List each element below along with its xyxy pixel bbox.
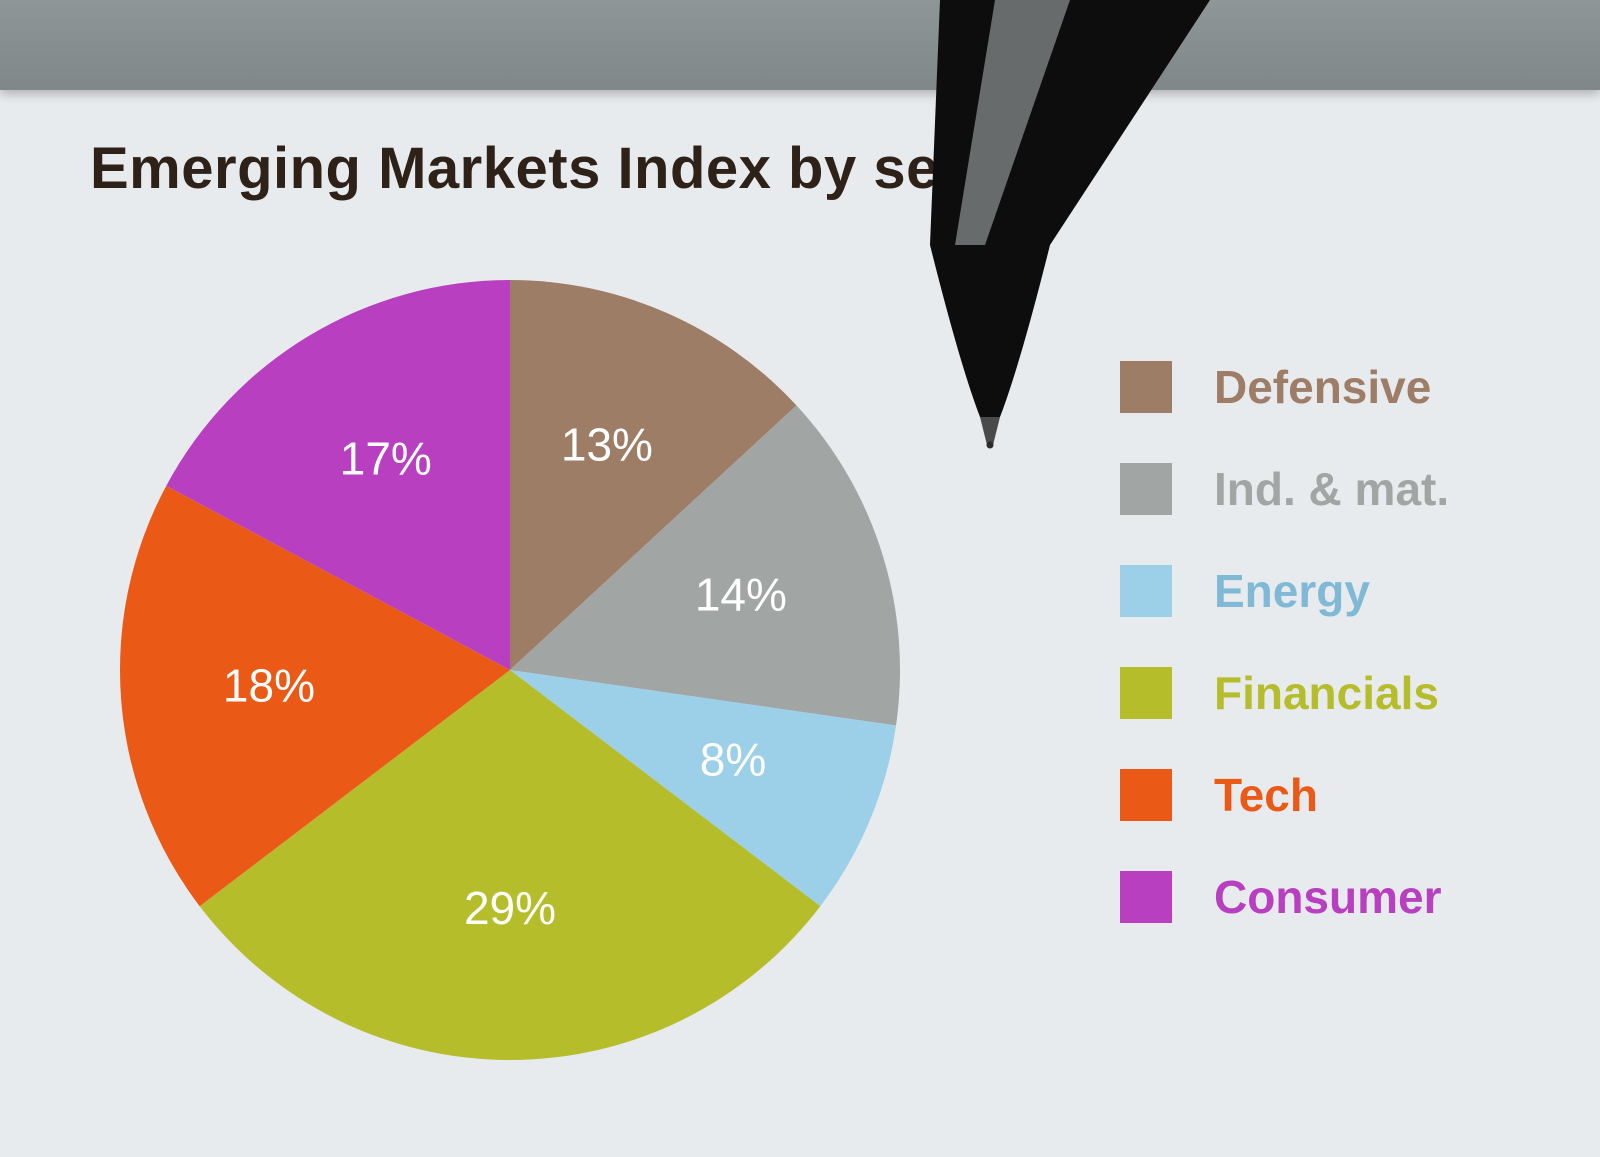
legend-item-consumer: Consumer bbox=[1120, 870, 1540, 924]
top-edge-bar bbox=[0, 0, 1600, 90]
legend-item-ind_mat: Ind. & mat. bbox=[1120, 462, 1540, 516]
legend-item-defensive: Defensive bbox=[1120, 360, 1540, 414]
legend-label-energy: Energy bbox=[1214, 564, 1370, 618]
legend-swatch-tech bbox=[1120, 769, 1172, 821]
legend-label-tech: Tech bbox=[1214, 768, 1318, 822]
legend-label-ind_mat: Ind. & mat. bbox=[1214, 462, 1449, 516]
pie-slice-label-financials: 29% bbox=[464, 882, 556, 934]
legend-swatch-consumer bbox=[1120, 871, 1172, 923]
legend-swatch-financials bbox=[1120, 667, 1172, 719]
pie-slice-label-defensive: 13% bbox=[561, 419, 653, 471]
legend-item-financials: Financials bbox=[1120, 666, 1540, 720]
page-root: Emerging Markets Index by sector 13% 14% 8… bbox=[0, 0, 1600, 1157]
legend-label-defensive: Defensive bbox=[1214, 360, 1431, 414]
pen-ball-icon bbox=[987, 442, 994, 449]
legend-label-consumer: Consumer bbox=[1214, 870, 1441, 924]
pie-slice-label-consumer: 17% bbox=[340, 433, 432, 485]
legend-item-tech: Tech bbox=[1120, 768, 1540, 822]
legend-swatch-ind_mat bbox=[1120, 463, 1172, 515]
legend-swatch-energy bbox=[1120, 565, 1172, 617]
pie-chart-svg: 13% 14% 8% 29% 18% 17% bbox=[120, 280, 900, 1060]
pie-slice-label-tech: 18% bbox=[223, 659, 315, 711]
pie-slice-label-energy: 8% bbox=[700, 734, 766, 786]
legend-swatch-defensive bbox=[1120, 361, 1172, 413]
legend-item-energy: Energy bbox=[1120, 564, 1540, 618]
pen-nib-icon bbox=[980, 417, 1000, 448]
pie-slice-label-ind_mat: 14% bbox=[695, 568, 787, 620]
chart-title: Emerging Markets Index by sector bbox=[90, 135, 1050, 202]
legend: Defensive Ind. & mat. Energy Financials Tech… bbox=[1120, 360, 1540, 972]
legend-label-financials: Financials bbox=[1214, 666, 1439, 720]
pie-chart: 13% 14% 8% 29% 18% 17% bbox=[120, 280, 900, 1060]
